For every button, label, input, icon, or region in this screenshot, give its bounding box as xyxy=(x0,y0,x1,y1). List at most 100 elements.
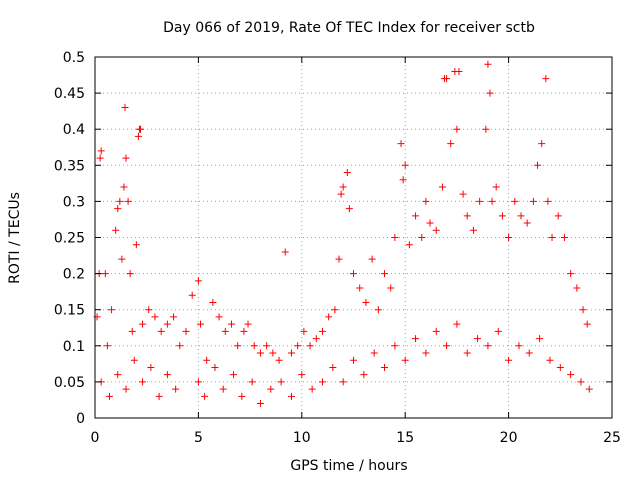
data-point xyxy=(438,183,446,191)
data-point xyxy=(343,169,351,177)
data-point xyxy=(422,349,430,357)
data-point xyxy=(221,327,229,335)
data-point xyxy=(96,154,104,162)
data-point xyxy=(219,385,227,393)
data-point xyxy=(312,335,320,343)
data-point xyxy=(548,234,556,241)
x-axis-ticks: 0 5 10 15 20 25 xyxy=(91,57,621,446)
data-point xyxy=(157,327,165,335)
data-point xyxy=(463,349,471,357)
y-tick-label: 0.45 xyxy=(54,86,85,102)
x-tick-label: 20 xyxy=(500,430,518,446)
data-point xyxy=(484,60,492,68)
data-point xyxy=(337,190,345,198)
data-point xyxy=(147,363,155,371)
data-point xyxy=(275,356,283,364)
data-point xyxy=(492,183,500,191)
data-point xyxy=(381,270,389,278)
data-point xyxy=(447,140,455,148)
data-point xyxy=(381,363,389,371)
data-point xyxy=(585,385,593,393)
data-point xyxy=(277,378,285,386)
data-point xyxy=(345,205,353,213)
data-point xyxy=(418,234,426,241)
data-point xyxy=(136,125,144,133)
data-point xyxy=(350,356,357,364)
data-point xyxy=(263,342,271,350)
data-point xyxy=(318,327,326,335)
y-tick-label: 0.2 xyxy=(63,267,85,283)
data-point xyxy=(194,378,202,386)
data-point xyxy=(469,226,477,234)
data-point xyxy=(116,197,124,205)
data-point xyxy=(248,378,256,386)
data-point xyxy=(331,306,339,314)
data-point xyxy=(267,385,275,393)
data-point xyxy=(554,212,562,220)
data-point xyxy=(387,284,395,292)
data-point xyxy=(494,327,502,335)
data-point xyxy=(287,392,295,400)
data-point xyxy=(579,306,587,314)
x-tick-label: 15 xyxy=(396,430,414,446)
data-point xyxy=(163,320,171,328)
data-point xyxy=(139,378,147,386)
data-point xyxy=(287,349,295,357)
data-point xyxy=(120,183,128,191)
data-point xyxy=(401,161,409,169)
data-point xyxy=(122,385,130,393)
data-point xyxy=(546,356,554,364)
data-point xyxy=(201,392,209,400)
data-point xyxy=(203,356,211,364)
data-point xyxy=(234,342,242,350)
y-tick-label: 0.5 xyxy=(63,50,85,66)
data-point xyxy=(542,75,550,83)
data-point xyxy=(176,342,184,350)
data-point xyxy=(134,132,142,140)
data-point xyxy=(105,392,113,400)
data-point xyxy=(108,306,116,314)
y-tick-label: 0.1 xyxy=(63,339,85,355)
x-tick-label: 0 xyxy=(91,430,100,446)
data-point xyxy=(525,349,533,357)
data-points xyxy=(93,60,593,408)
data-point xyxy=(230,371,238,379)
chart-title: Day 066 of 2019, Rate Of TEC Index for r… xyxy=(163,20,535,36)
data-point xyxy=(281,248,289,256)
data-point xyxy=(370,349,378,357)
data-point xyxy=(182,327,190,335)
y-tick-label: 0.05 xyxy=(54,375,85,391)
data-point xyxy=(544,197,552,205)
data-point xyxy=(124,197,132,205)
data-point xyxy=(515,342,523,350)
data-point xyxy=(112,226,120,234)
y-tick-label: 0 xyxy=(76,411,85,427)
y-tick-label: 0.4 xyxy=(63,122,85,138)
data-point xyxy=(529,197,537,205)
data-point xyxy=(240,327,248,335)
data-point xyxy=(573,284,581,292)
data-point xyxy=(476,197,484,205)
data-point xyxy=(97,147,105,155)
data-point xyxy=(556,363,564,371)
data-point xyxy=(335,255,343,263)
data-point xyxy=(350,270,357,278)
data-point xyxy=(209,298,217,306)
data-point xyxy=(298,371,306,379)
data-point xyxy=(300,327,308,335)
data-point xyxy=(250,342,258,350)
data-point xyxy=(238,392,246,400)
data-point xyxy=(422,197,430,205)
data-point xyxy=(453,320,461,328)
data-point xyxy=(294,342,302,350)
data-point xyxy=(360,371,368,379)
data-point xyxy=(534,161,542,169)
data-point xyxy=(151,313,159,321)
y-tick-label: 0.15 xyxy=(54,303,85,319)
data-point xyxy=(560,234,568,241)
x-tick-label: 10 xyxy=(293,430,311,446)
data-point xyxy=(172,385,180,393)
